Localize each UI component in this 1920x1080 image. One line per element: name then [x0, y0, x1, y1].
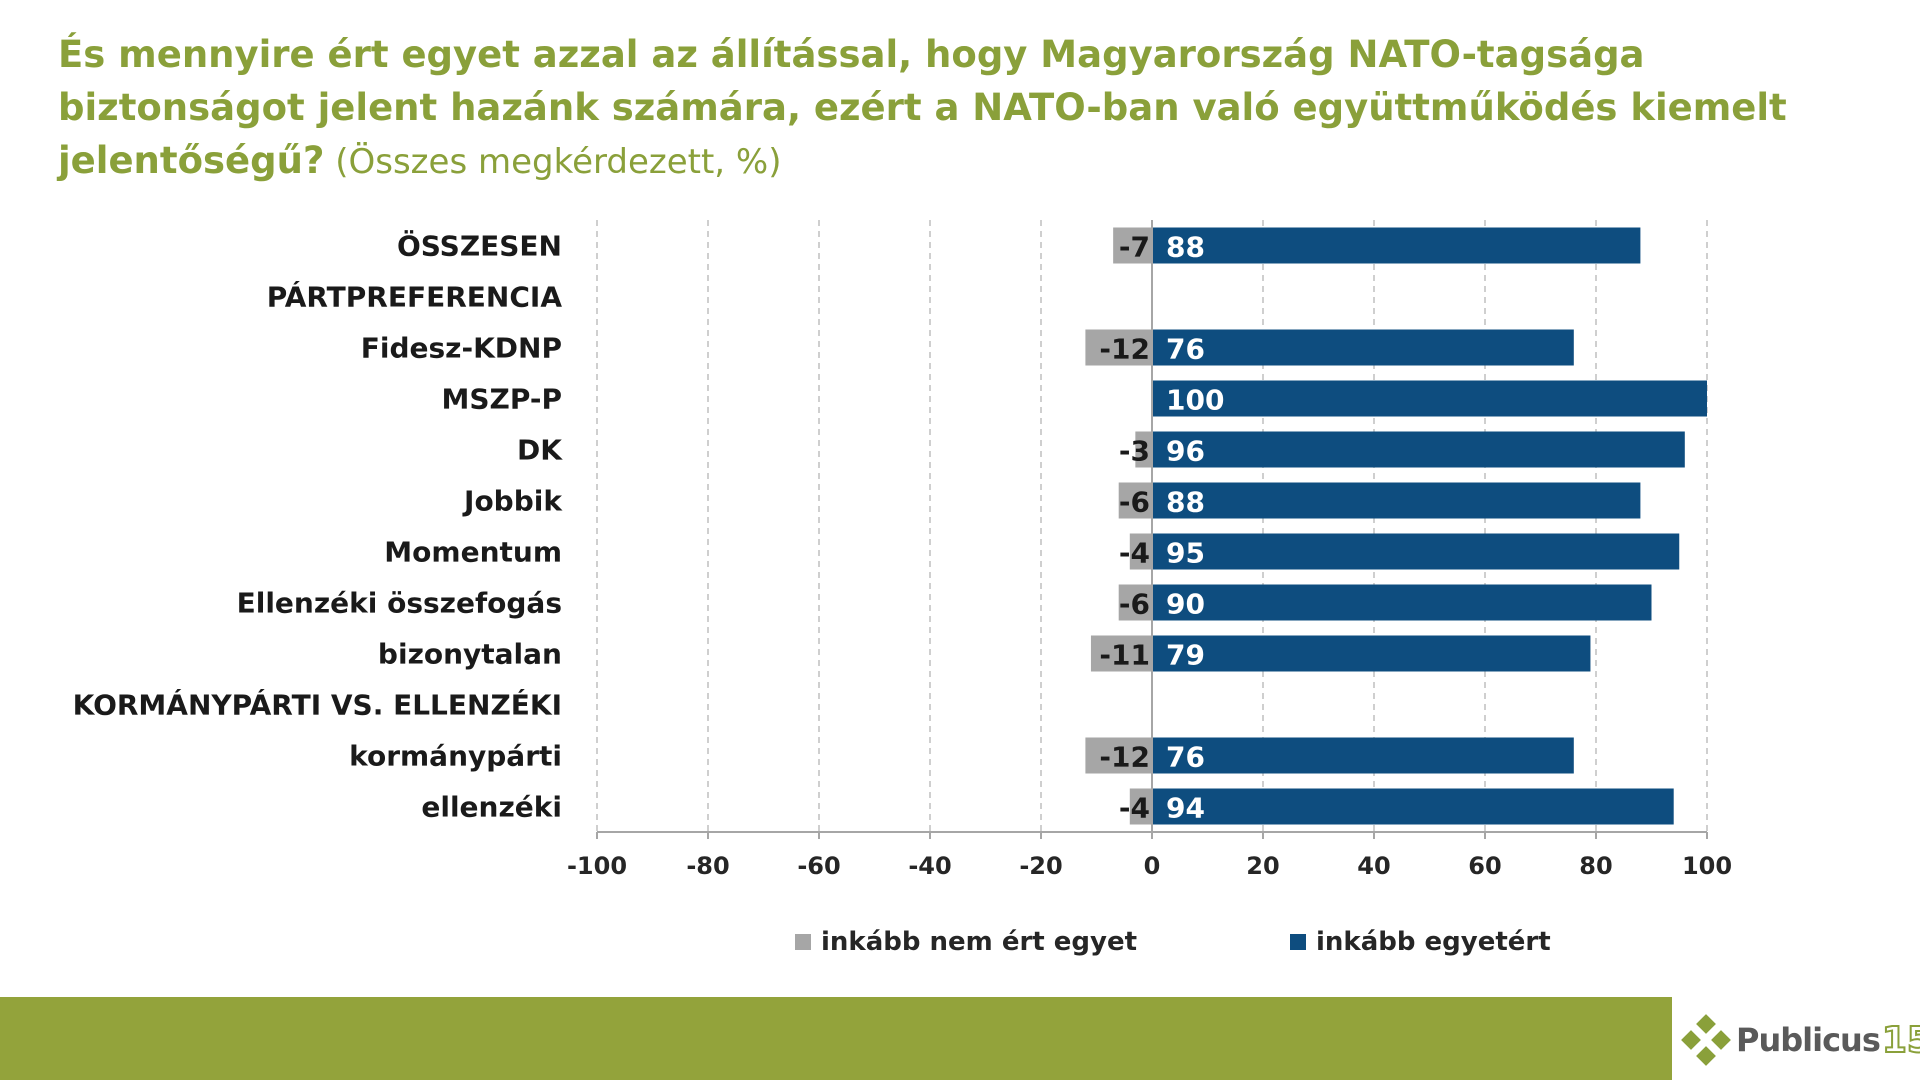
category-label: Momentum — [384, 536, 562, 569]
data-label-disagree: -4 — [1119, 792, 1150, 825]
category-label: KORMÁNYPÁRTI VS. ELLENZÉKI — [73, 688, 562, 722]
category-label: ÖSSZESEN — [397, 229, 562, 263]
bar-agree — [1152, 533, 1680, 570]
bar-agree — [1152, 737, 1574, 774]
category-label: Ellenzéki összefogás — [237, 587, 562, 620]
data-label-agree: 76 — [1166, 741, 1205, 774]
data-label-agree: 88 — [1166, 231, 1205, 264]
legend-swatch-agree — [1290, 934, 1306, 950]
x-tick-label: 20 — [1246, 852, 1279, 880]
legend-label-disagree: inkább nem ért egyet — [821, 927, 1138, 957]
bar-agree — [1152, 431, 1685, 468]
legend-swatch-disagree — [795, 934, 811, 950]
bar-disagree — [1085, 737, 1152, 774]
x-tick-label: -60 — [797, 852, 840, 880]
data-label-disagree: -4 — [1119, 537, 1150, 570]
data-label-agree: 88 — [1166, 486, 1205, 519]
legend-item-disagree: inkább nem ért egyet — [795, 927, 1137, 957]
data-label-agree: 96 — [1166, 435, 1205, 468]
bar-agree — [1152, 584, 1652, 621]
x-tick-label: 80 — [1579, 852, 1612, 880]
publicus-logo-icon — [1680, 1014, 1732, 1066]
bar-agree — [1152, 227, 1641, 264]
legend-item-agree: inkább egyetért — [1290, 927, 1551, 957]
x-tick-label: -80 — [686, 852, 729, 880]
bar-disagree — [1085, 329, 1152, 366]
bar-disagree — [1118, 584, 1152, 621]
bar-disagree — [1129, 788, 1152, 825]
data-label-disagree: -6 — [1119, 486, 1150, 519]
data-label-disagree: -12 — [1099, 741, 1150, 774]
bar-agree — [1152, 329, 1574, 366]
x-tick-label: 0 — [1144, 852, 1161, 880]
x-tick-label: 100 — [1682, 852, 1732, 880]
category-label: bizonytalan — [378, 638, 562, 671]
publicus-logo-wordmark: Publicus — [1736, 1021, 1881, 1059]
bar-disagree — [1090, 635, 1152, 672]
publicus-logo-number: 15 — [1881, 1019, 1920, 1062]
data-label-agree: 100 — [1166, 384, 1224, 417]
bar-disagree — [1135, 431, 1152, 468]
legend-label-agree: inkább egyetért — [1316, 927, 1551, 957]
bar-disagree — [1129, 533, 1152, 570]
data-label-agree: 79 — [1166, 639, 1205, 672]
category-label: Fidesz-KDNP — [361, 332, 562, 365]
bar-agree — [1152, 788, 1674, 825]
data-label-disagree: -12 — [1099, 333, 1150, 366]
chart: -100 -80 -60 -40 -20 0 20 40 60 80 100 ÖSSZESEN -7 88… — [73, 220, 1732, 880]
data-label-disagree: -7 — [1119, 231, 1150, 264]
data-label-agree: 90 — [1166, 588, 1205, 621]
publicus-logo: Publicus 15 — [1680, 1012, 1920, 1068]
data-label-agree: 76 — [1166, 333, 1205, 366]
category-label: kormánypárti — [349, 740, 562, 773]
data-label-agree: 95 — [1166, 537, 1205, 570]
bar-agree — [1152, 482, 1641, 519]
bar-disagree — [1113, 227, 1152, 264]
category-label: MSZP-P — [441, 383, 562, 416]
data-label-disagree: -6 — [1119, 588, 1150, 621]
x-tick-label: 40 — [1357, 852, 1390, 880]
category-label: ellenzéki — [421, 791, 562, 824]
x-tick-label: -40 — [908, 852, 951, 880]
footer-band — [0, 997, 1672, 1080]
category-label: PÁRTPREFERENCIA — [267, 280, 563, 314]
chart-title-subtitle: (Összes megkérdezett, %) — [324, 142, 782, 182]
bar-disagree — [1118, 482, 1152, 519]
chart-title-main: És mennyire ért egyet azzal az állítássa… — [58, 33, 1787, 182]
bar-agree — [1152, 380, 1707, 417]
bar-agree — [1152, 635, 1591, 672]
data-label-disagree: -11 — [1099, 639, 1150, 672]
data-label-disagree: -3 — [1119, 435, 1150, 468]
x-tick-label: -100 — [567, 852, 627, 880]
x-tick-label: 60 — [1468, 852, 1501, 880]
category-label: Jobbik — [462, 485, 563, 518]
data-label-agree: 94 — [1166, 792, 1205, 825]
category-label: DK — [517, 434, 563, 467]
x-tick-label: -20 — [1019, 852, 1062, 880]
chart-title: És mennyire ért egyet azzal az állítássa… — [58, 28, 1878, 189]
